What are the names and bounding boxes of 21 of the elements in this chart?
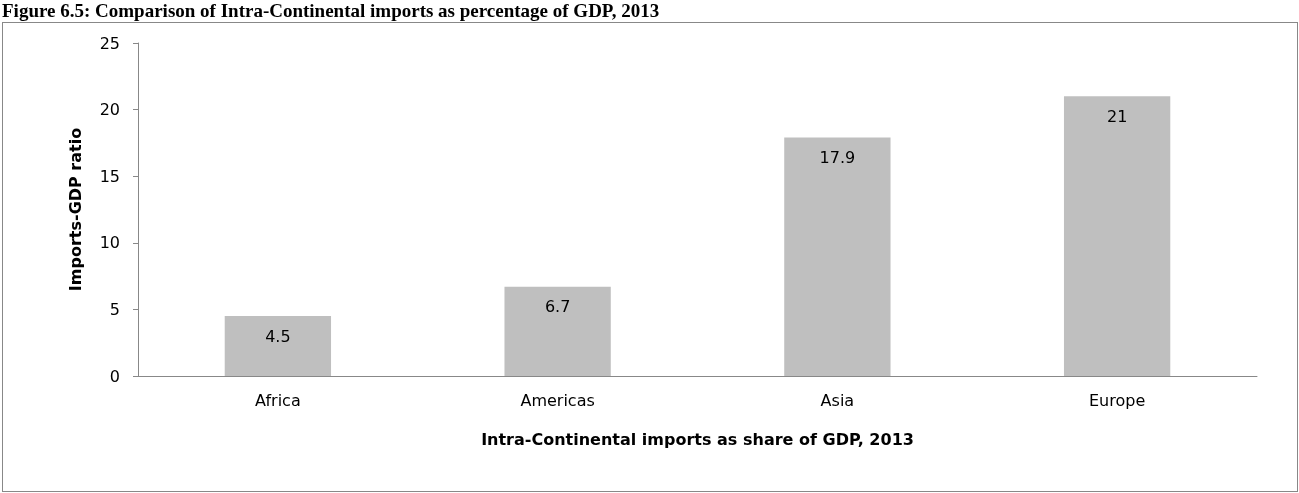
x-tick-label: Asia bbox=[820, 390, 855, 410]
bar bbox=[224, 316, 332, 376]
data-label: 4.5 bbox=[265, 326, 291, 346]
y-tick-label: 15 bbox=[99, 166, 120, 186]
x-tick-label: Americas bbox=[520, 390, 595, 410]
chart-title: Figure 6.5: Comparison of Intra-Continental imports as percentage of GDP, 2013 bbox=[1, 0, 661, 22]
data-label: 6.7 bbox=[544, 297, 571, 317]
y-tick-label: 5 bbox=[109, 299, 120, 319]
x-tick-label: Europe bbox=[1088, 390, 1146, 410]
y-axis-title: Imports-GDP ratio bbox=[65, 127, 85, 292]
data-label: 21 bbox=[1106, 106, 1128, 126]
bar bbox=[784, 137, 891, 376]
y-tick-label: 20 bbox=[99, 100, 120, 120]
y-tick-label: 0 bbox=[109, 366, 120, 386]
bar bbox=[1063, 96, 1171, 376]
x-axis-title: Intra-Continental imports as share of GDP, 2013 bbox=[481, 429, 914, 449]
y-tick-label: 25 bbox=[99, 33, 120, 53]
y-tick-label: 10 bbox=[99, 233, 120, 253]
x-tick-label: Africa bbox=[255, 390, 301, 410]
bar bbox=[504, 286, 611, 376]
data-label: 17.9 bbox=[819, 148, 856, 168]
